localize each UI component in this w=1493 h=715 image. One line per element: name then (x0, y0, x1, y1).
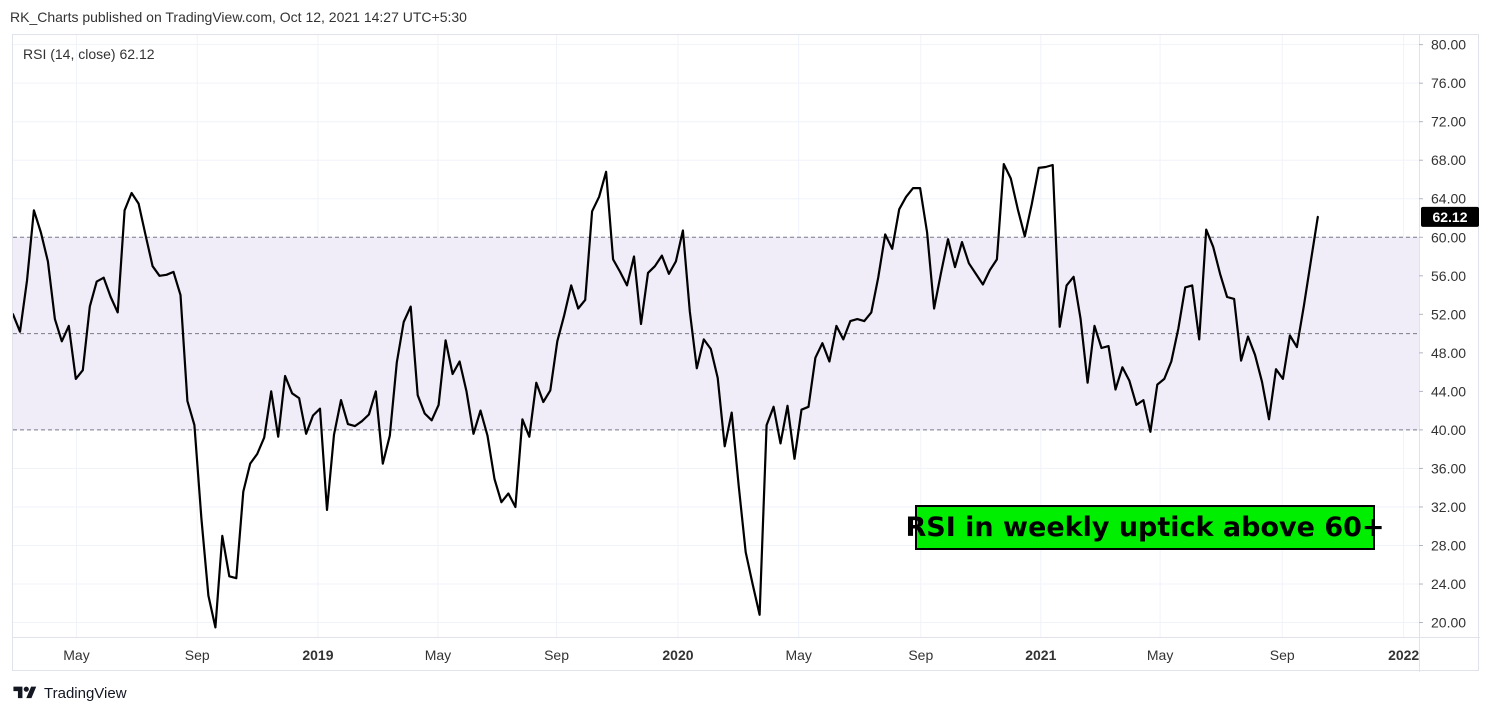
y-tick-label: 28.00 (1431, 537, 1466, 553)
y-tick-label: 80.00 (1431, 37, 1466, 53)
y-tick-label: 52.00 (1431, 306, 1466, 322)
x-tick-label: Sep (544, 647, 569, 663)
x-tick-label: Sep (1270, 647, 1295, 663)
y-tick-label: 48.00 (1431, 345, 1466, 361)
y-tick-label: 20.00 (1431, 615, 1466, 631)
brand-name: TradingView (44, 684, 127, 702)
y-tick-label: 72.00 (1431, 114, 1466, 130)
chart-frame[interactable]: 80.00 76.00 72.00 68.00 64.00 60.00 56.00 52.00… (12, 34, 1480, 672)
last-value-label: 62.12 (1432, 209, 1467, 225)
x-tick-label: Sep (908, 647, 933, 663)
y-tick-label: 56.00 (1431, 268, 1466, 284)
x-tick-label: May (425, 647, 451, 663)
y-tick-label: 24.00 (1431, 576, 1466, 592)
y-tick-label: 44.00 (1431, 383, 1466, 399)
y-tick-label: 68.00 (1431, 152, 1466, 168)
y-tick-label: 40.00 (1431, 422, 1466, 438)
y-tick-label: 60.00 (1431, 229, 1466, 245)
last-value-badge (1421, 206, 1479, 227)
x-tick-label: 2022 (1388, 647, 1419, 663)
x-tick-label: 2021 (1025, 647, 1056, 663)
brand-footer[interactable]: TradingView (12, 684, 127, 702)
y-tick-label: 64.00 (1431, 191, 1466, 207)
y-tick-label: 32.00 (1431, 499, 1466, 515)
indicator-value: 62.12 (119, 46, 154, 62)
annotation-box: RSI in weekly uptick above 60+ (906, 505, 1385, 550)
publish-header: RK_Charts published on TradingView.com, … (10, 9, 467, 25)
x-tick-label: 2020 (662, 647, 693, 663)
y-tick-label: 36.00 (1431, 460, 1466, 476)
x-tick-label: Sep (185, 647, 210, 663)
indicator-name: RSI (14, close) (23, 46, 119, 62)
x-tick-label: May (1147, 647, 1173, 663)
tradingview-logo-icon (13, 686, 37, 699)
x-tick-label: May (63, 647, 89, 663)
x-tick-label: 2019 (302, 647, 333, 663)
y-tick-label: 76.00 (1431, 75, 1466, 91)
indicator-legend: RSI (14, close) 62.12 (23, 46, 155, 62)
rsi-series-line (13, 163, 1319, 629)
rsi-chart[interactable]: 80.00 76.00 72.00 68.00 64.00 60.00 56.00 52.00… (13, 35, 1480, 672)
x-tick-label: May (785, 647, 811, 663)
